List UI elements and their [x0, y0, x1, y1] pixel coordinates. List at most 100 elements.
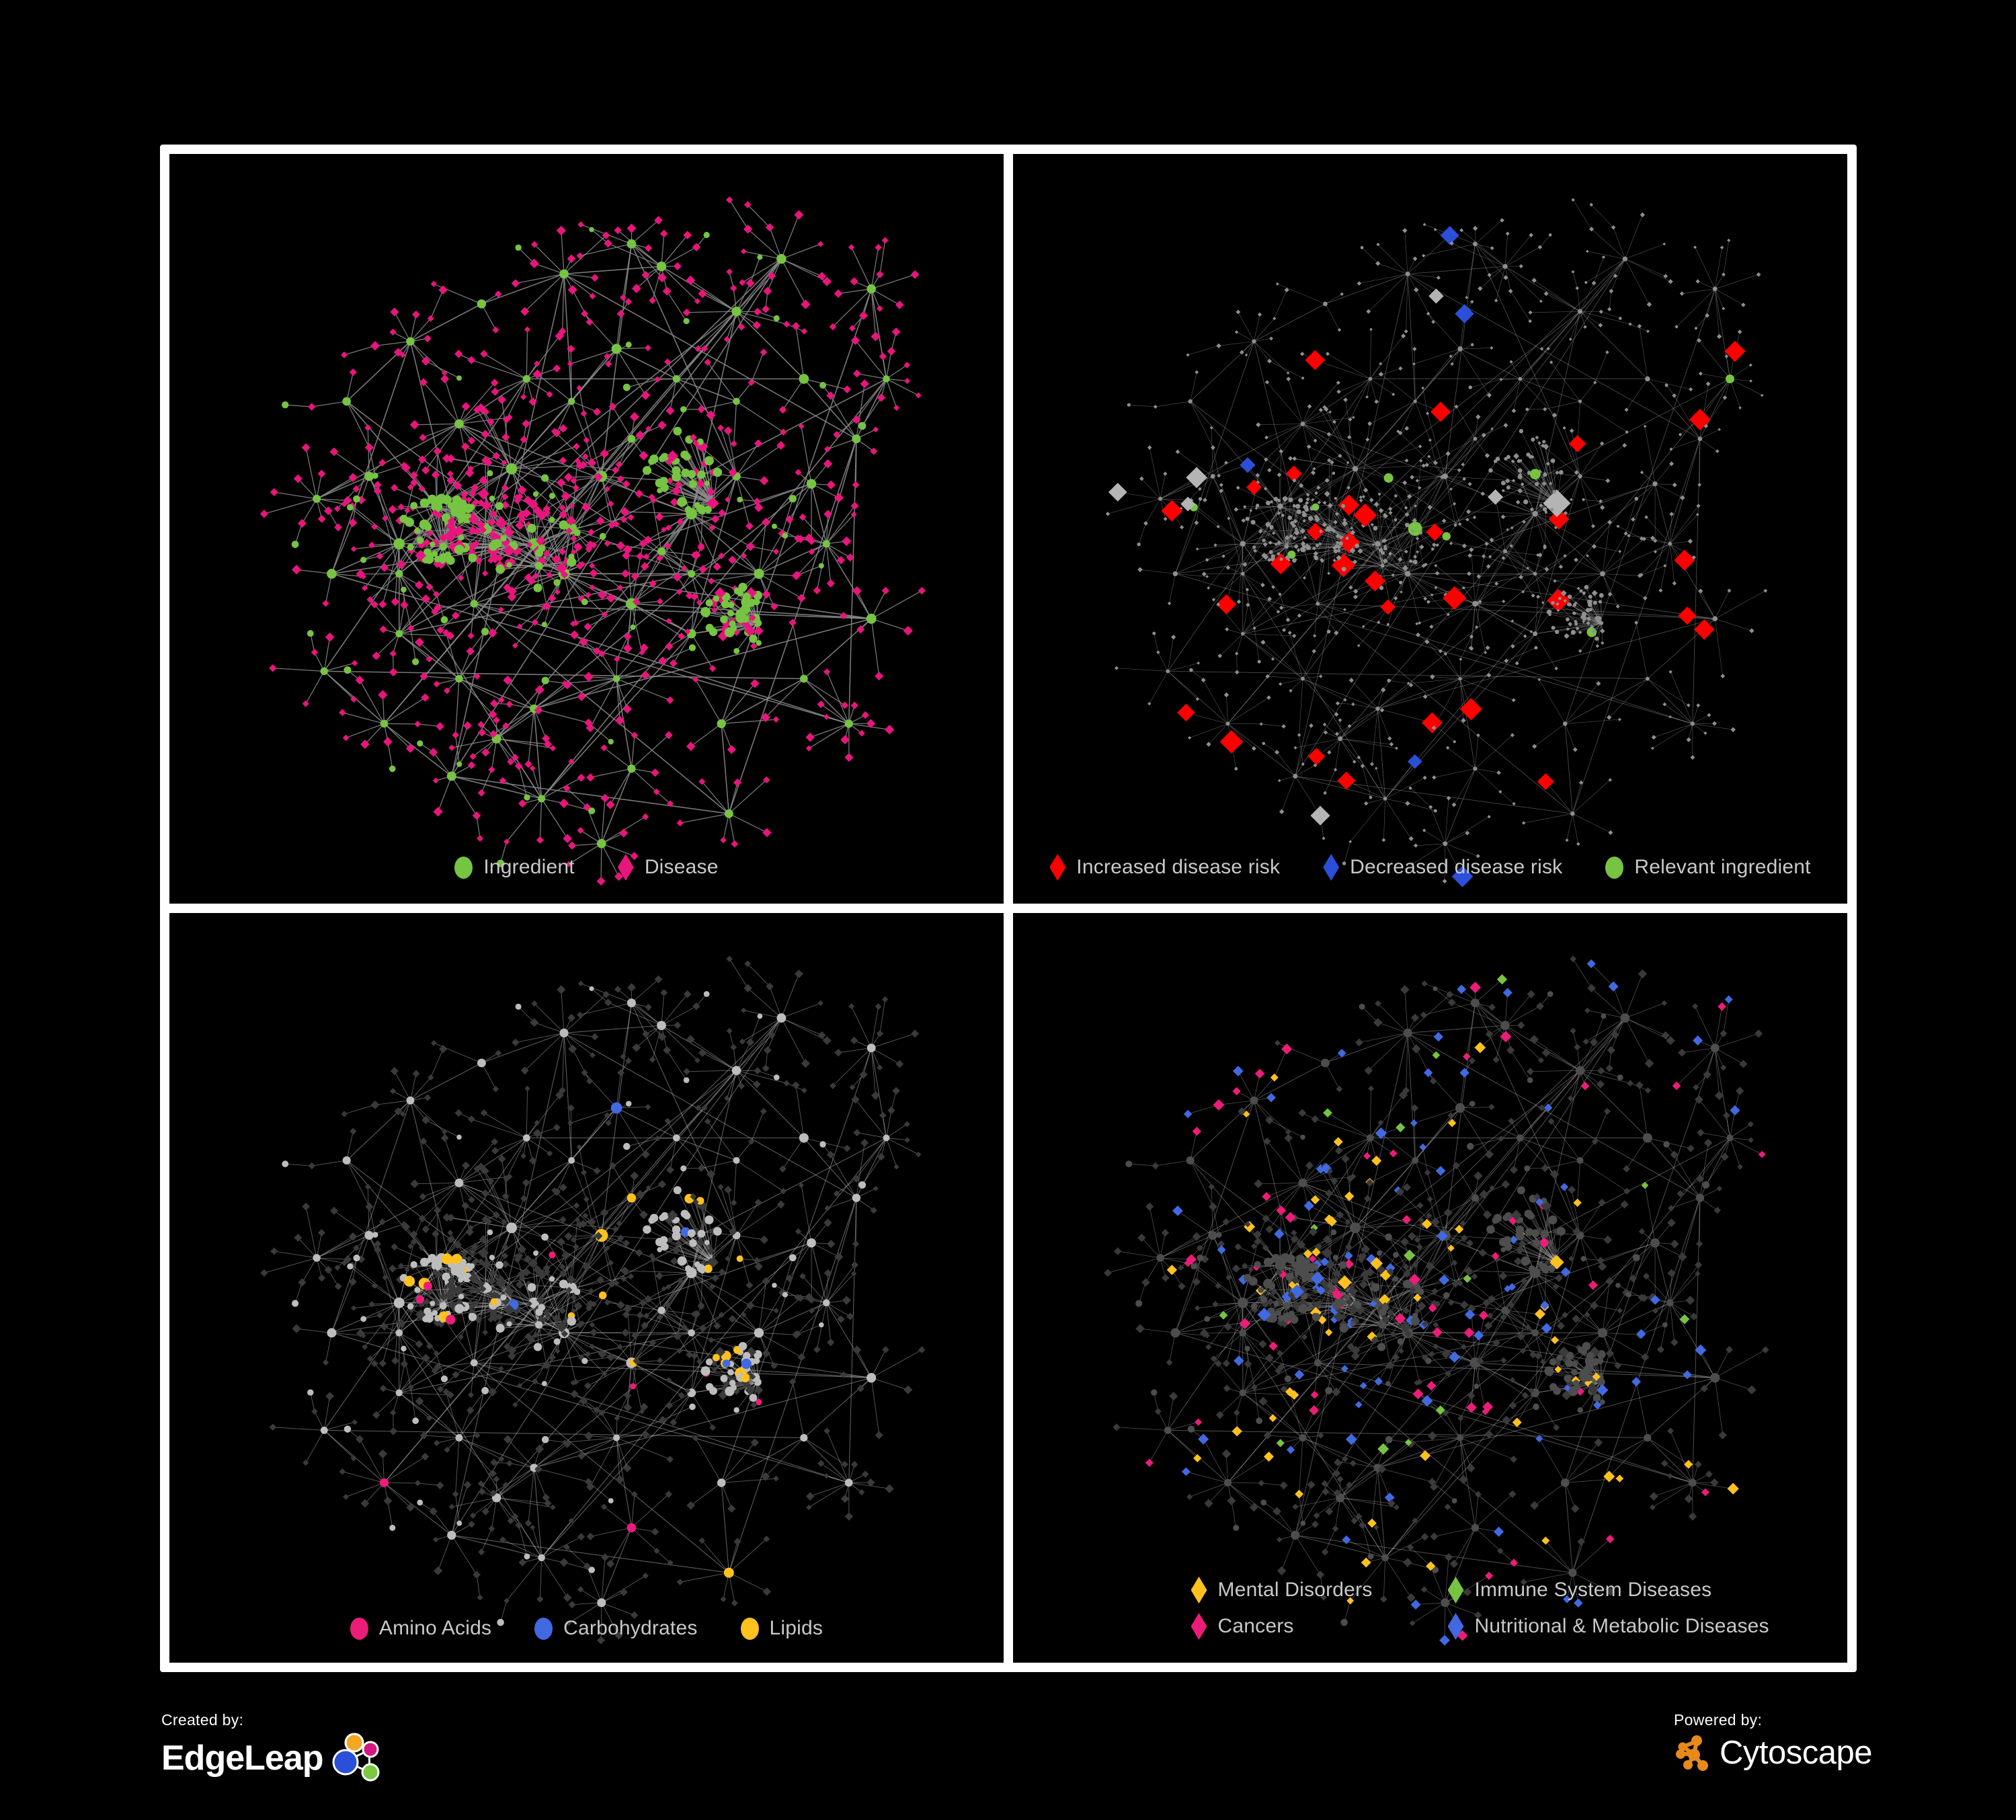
- network-node-disease: [476, 520, 486, 530]
- network-node-disease: [1684, 1460, 1693, 1469]
- panel-disease-risk[interactable]: Increased disease risk Decreased disease …: [1013, 154, 1847, 904]
- node-layer: [1104, 955, 1769, 1646]
- network-node-disease: [522, 1179, 530, 1187]
- network-node-disease: [1324, 1329, 1333, 1337]
- network-node-ingredient: [866, 1373, 877, 1383]
- network-node-ingredient: [673, 1186, 682, 1195]
- network-node-ingredient: [1413, 399, 1417, 403]
- network-node-disease: [1259, 722, 1263, 726]
- network-node-disease: [546, 571, 553, 579]
- network-node-ingredient: [456, 1520, 462, 1526]
- network-node-disease: [493, 716, 500, 724]
- network-node-ingredient: [1277, 503, 1283, 510]
- network-node-disease: [1720, 245, 1724, 249]
- network-node-disease: [341, 1111, 348, 1117]
- network-node-disease: [557, 985, 566, 994]
- network-node-ingredient: [1486, 1225, 1495, 1234]
- network-node-disease: [473, 1300, 480, 1306]
- network-node-disease: [1161, 500, 1183, 522]
- panel-disease-class[interactable]: Mental Disorders Immune System Diseases Ca…: [1013, 913, 1847, 1663]
- network-node-ingredient: [1198, 497, 1203, 501]
- network-node-disease: [673, 1332, 682, 1341]
- network-node-disease: [623, 1403, 633, 1412]
- network-node-disease: [1638, 969, 1648, 979]
- network-node-disease: [692, 676, 699, 683]
- network-node-disease: [390, 1067, 399, 1075]
- network-node-disease: [467, 632, 475, 639]
- network-canvas-disease-class[interactable]: [1013, 913, 1847, 1663]
- network-node-ingredient: [754, 1328, 764, 1338]
- network-node-disease: [1447, 1244, 1455, 1252]
- network-node-disease: [730, 1043, 737, 1051]
- network-node-disease: [666, 618, 672, 625]
- network-canvas-ingredient-disease[interactable]: [169, 154, 1004, 904]
- network-node-disease: [1333, 1269, 1341, 1277]
- network-node-disease: [421, 693, 430, 702]
- network-node-disease: [1537, 552, 1543, 557]
- network-node-disease: [694, 345, 702, 352]
- network-node-disease: [1529, 233, 1533, 237]
- network-node-disease: [823, 510, 833, 518]
- network-node-disease: [852, 1345, 862, 1355]
- network-node-disease: [683, 231, 692, 240]
- network-node-ingredient: [500, 535, 507, 542]
- network-node-ingredient: [454, 1178, 464, 1187]
- network-node-ingredient: [1525, 407, 1529, 411]
- network-node-disease: [1667, 1473, 1673, 1479]
- network-node-disease: [674, 480, 683, 488]
- network-node-disease: [1504, 1285, 1511, 1293]
- network-node-ingredient: [1332, 1255, 1338, 1261]
- network-node-ingredient: [432, 497, 439, 504]
- network-node-ingredient: [506, 1222, 517, 1234]
- network-node-disease: [1333, 1311, 1344, 1322]
- network-node-ingredient: [454, 545, 465, 555]
- network-node-disease: [1314, 491, 1318, 496]
- network-node-ingredient: [407, 1303, 414, 1310]
- network-node-ingredient: [1580, 1256, 1586, 1262]
- network-node-disease: [1544, 567, 1549, 571]
- network-node-disease: [1459, 698, 1482, 721]
- network-node-disease: [526, 1301, 532, 1307]
- panel-ingredient-disease[interactable]: Ingredient Disease: [169, 154, 1004, 904]
- network-node-disease: [466, 1406, 475, 1415]
- network-node-disease: [1629, 1274, 1638, 1283]
- network-node-disease: [1669, 461, 1675, 467]
- network-node-disease: [436, 1385, 444, 1393]
- network-node-disease: [1332, 420, 1337, 424]
- network-node-disease: [1455, 1224, 1464, 1234]
- network-node-ingredient: [713, 1227, 722, 1236]
- network-node-disease: [581, 453, 589, 460]
- network-canvas-nutrient-class[interactable]: [169, 913, 1004, 1663]
- network-node-ingredient: [1379, 1308, 1387, 1316]
- network-node-disease: [487, 518, 496, 527]
- network-node-disease: [1462, 1052, 1471, 1061]
- network-node-disease: [1438, 649, 1443, 654]
- network-node-disease: [1212, 1300, 1219, 1308]
- network-node-disease: [877, 1064, 883, 1071]
- network-node-disease: [567, 1120, 573, 1126]
- network-node-ingredient: [627, 1193, 637, 1203]
- network-node-disease: [1431, 319, 1435, 324]
- network-node-disease: [1422, 253, 1426, 258]
- network-node-ingredient: [773, 315, 780, 322]
- network-node-ingredient: [1453, 740, 1456, 744]
- network-node-disease: [474, 1432, 481, 1439]
- network-node-disease: [1241, 1262, 1248, 1269]
- network-node-disease: [1357, 755, 1361, 760]
- network-node-disease: [1310, 1271, 1324, 1285]
- network-node-ingredient: [697, 470, 706, 479]
- network-canvas-disease-risk[interactable]: [1013, 154, 1847, 904]
- network-node-disease: [1461, 717, 1466, 723]
- network-node-disease: [795, 469, 802, 476]
- network-node-ingredient: [697, 1230, 706, 1238]
- network-node-disease: [593, 407, 602, 416]
- network-node-disease: [590, 274, 599, 282]
- network-node-ingredient: [1137, 542, 1141, 547]
- network-node-disease: [622, 1310, 631, 1319]
- network-node-disease: [654, 376, 661, 383]
- network-node-disease: [477, 1594, 483, 1601]
- network-node-disease: [520, 1066, 529, 1075]
- network-node-ingredient: [684, 506, 692, 513]
- network-node-disease: [1591, 1138, 1599, 1145]
- panel-nutrient-class[interactable]: Amino Acids Carbohydrates Lipids: [169, 913, 1004, 1663]
